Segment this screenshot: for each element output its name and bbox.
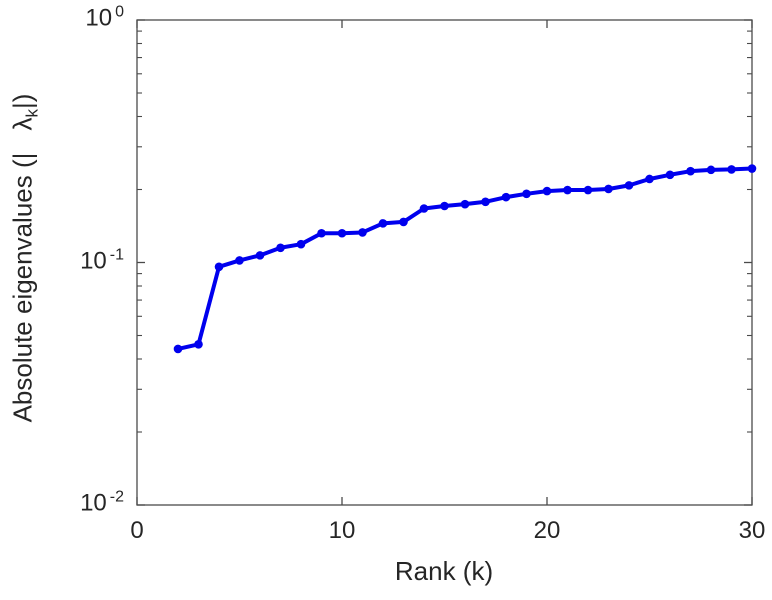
x-tick-label: 10 [328, 517, 356, 544]
data-point [706, 165, 716, 175]
x-tick-label: 30 [738, 517, 766, 544]
data-point [255, 251, 265, 260]
lambda-subscript: k [22, 109, 42, 118]
x-tick-label: 0 [130, 517, 144, 544]
data-point [563, 185, 572, 195]
y-axis-label-suffix: |) [7, 93, 38, 109]
data-point [665, 170, 675, 180]
data-point [235, 256, 244, 265]
x-tick-label: 20 [533, 517, 561, 544]
data-point [358, 228, 367, 237]
data-point [194, 339, 203, 349]
data-point [645, 174, 654, 184]
y-tick-base: 10 [80, 247, 107, 274]
y-tick-exponent: -1 [109, 246, 124, 263]
data-point [522, 189, 531, 199]
lambda-symbol: λ [7, 117, 38, 131]
data-point [583, 185, 593, 195]
data-point [686, 166, 695, 176]
y-tick-label: 10 -2 [28, 488, 124, 519]
data-point [481, 197, 490, 207]
y-tick-label: 10 -1 [28, 246, 124, 276]
y-axis-label-prefix: Absolute eigenvalues (| [7, 152, 38, 423]
data-point [214, 262, 224, 272]
data-point [317, 228, 326, 238]
data-point [542, 186, 552, 196]
data-point [604, 184, 613, 194]
data-point [378, 219, 388, 228]
data-point [501, 192, 511, 202]
eigenvalue-line [176, 166, 754, 351]
y-tick-base: 10 [80, 489, 107, 517]
data-point [747, 164, 757, 173]
data-point [337, 228, 347, 238]
data-point [276, 243, 285, 253]
data-point [296, 239, 306, 249]
y-tick-exponent: 0 [115, 3, 124, 21]
y-tick-label: 10 0 [28, 3, 124, 34]
data-point [399, 217, 408, 227]
data-point [419, 204, 429, 213]
x-axis-label: Rank (k) [394, 556, 494, 586]
y-tick-exponent: -2 [109, 488, 124, 506]
data-point [727, 165, 736, 174]
data-point [624, 181, 634, 190]
data-point [440, 201, 449, 211]
y-tick-base: 10 [85, 4, 113, 32]
data-point [173, 344, 183, 354]
data-point [460, 199, 470, 209]
